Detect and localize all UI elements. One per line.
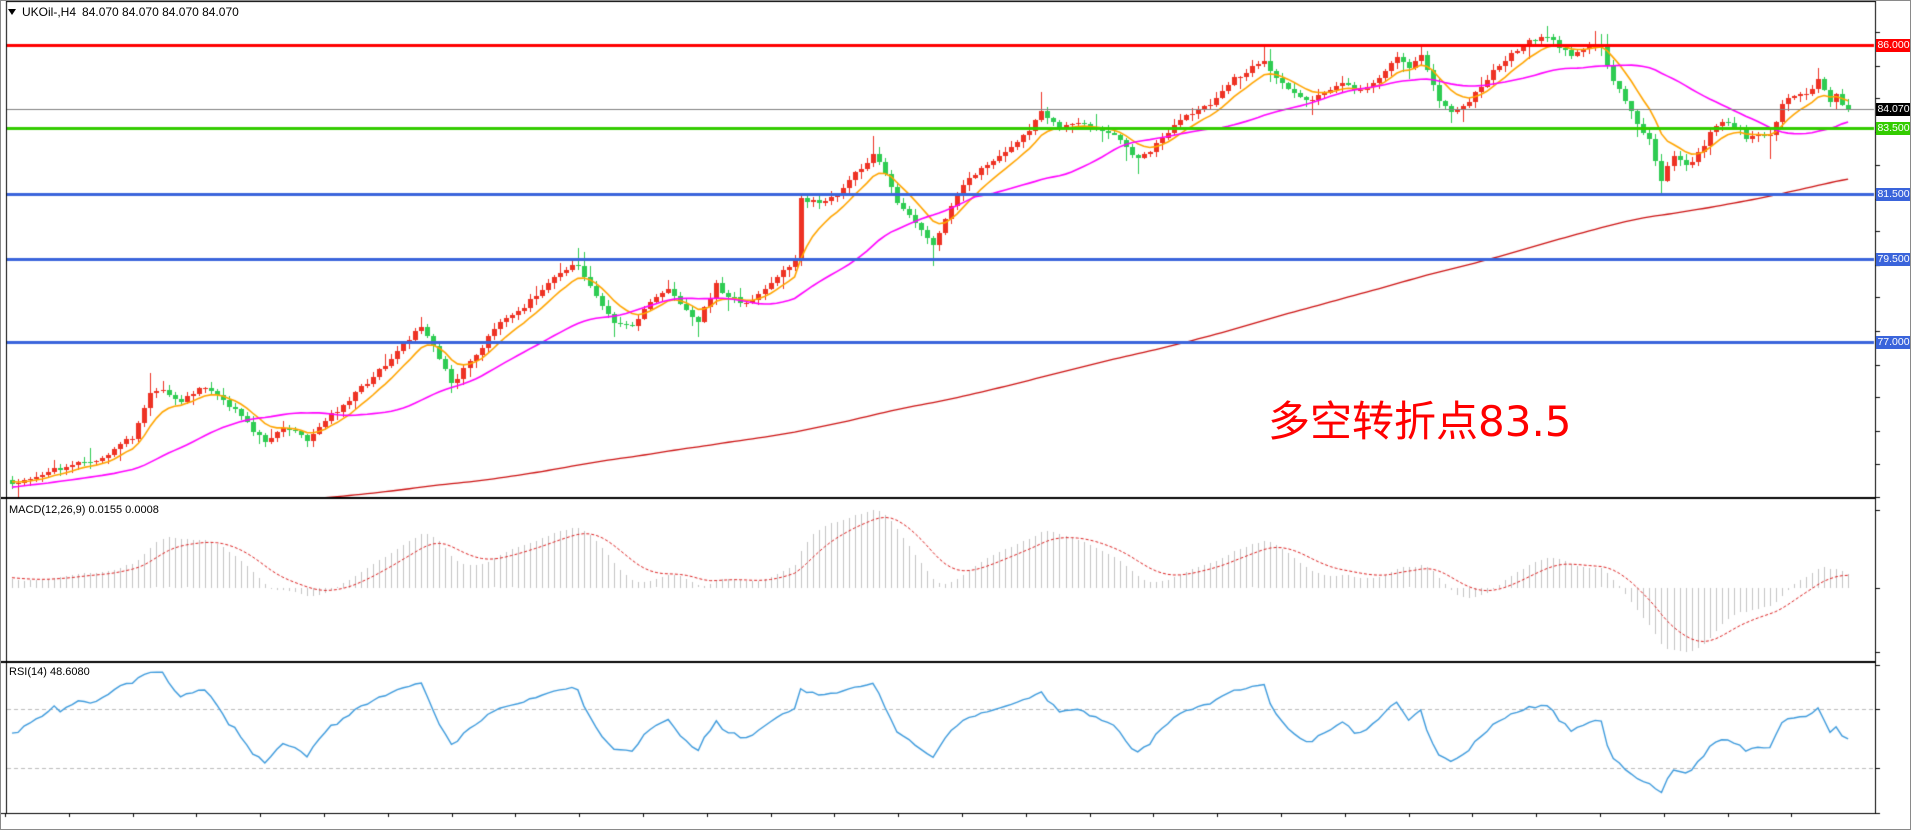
symbol-period-label: UKOil-,H4 <box>22 5 77 19</box>
macd-indicator-name: MACD(12,26,9) <box>9 504 86 516</box>
price-level-badge: 77.000 <box>1876 335 1910 349</box>
ohlc-values: 84.070 84.070 84.070 84.070 <box>82 5 239 19</box>
price-level-badge: 86.000 <box>1876 38 1910 52</box>
chart-title: UKOil-,H4 84.070 84.070 84.070 84.070 <box>8 5 239 19</box>
expander-triangle-icon[interactable] <box>8 9 16 15</box>
rsi-indicator-name: RSI(14) <box>9 666 47 678</box>
rsi-indicator-value: 48.6080 <box>49 666 90 678</box>
current-price-badge: 84.070 <box>1876 102 1910 116</box>
chinese-annotation-text: 多空转折点83.5 <box>1268 397 1572 446</box>
rsi-pane-label: RSI(14) 48.6080 <box>9 666 90 678</box>
price-level-badge: 81.500 <box>1876 187 1910 201</box>
price-level-badge: 79.500 <box>1876 252 1910 266</box>
macd-pane-label: MACD(12,26,9) 0.0155 0.0008 <box>9 504 159 516</box>
macd-indicator-values: 0.0155 0.0008 <box>88 504 159 516</box>
price-level-badge: 83.500 <box>1876 121 1910 135</box>
